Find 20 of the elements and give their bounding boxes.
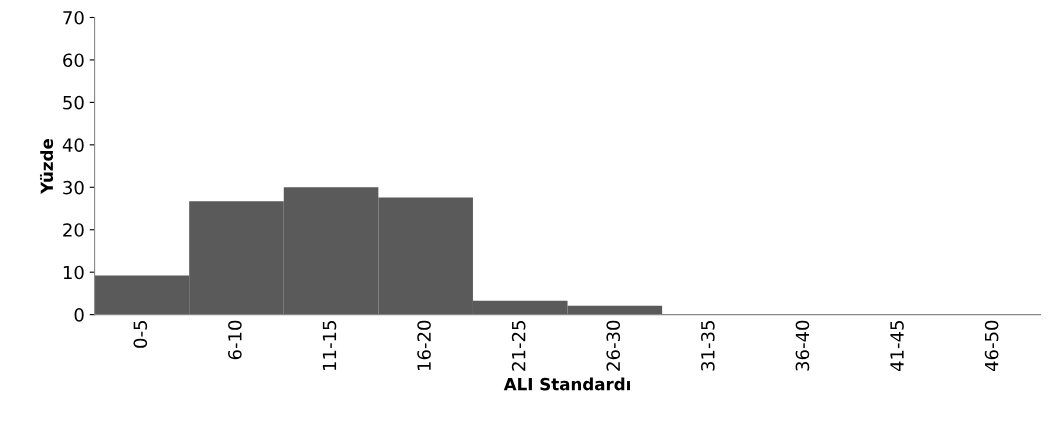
y-tick-label: 0 (74, 308, 84, 322)
y-tick-label: 50 (63, 95, 84, 110)
y-tick-label: 30 (63, 180, 84, 195)
y-tick-label: 20 (63, 223, 84, 237)
y-axis-title: Yüzde (39, 139, 54, 195)
x-tick-label: 36-40 (795, 320, 810, 371)
x-tick-label: 26-30 (606, 320, 621, 371)
x-tick-label: 11-15 (322, 321, 337, 370)
y-tick-label: 70 (63, 10, 84, 25)
y-tick-label: 40 (62, 138, 84, 152)
x-tick-label: 31-35 (701, 321, 715, 371)
x-tick-label: 21-25 (511, 321, 526, 371)
x-tick-label: 6-10 (228, 320, 242, 360)
x-tick-label: 0-5 (133, 321, 148, 348)
x-tick-label: 16-20 (417, 320, 431, 370)
x-tick-label: 46-50 (984, 320, 999, 372)
y-tick-label: 10 (63, 265, 84, 280)
y-tick-label: 60 (63, 53, 84, 68)
x-tick-label: 41-45 (890, 321, 904, 372)
x-axis-title: ALI Standardı (503, 377, 630, 391)
